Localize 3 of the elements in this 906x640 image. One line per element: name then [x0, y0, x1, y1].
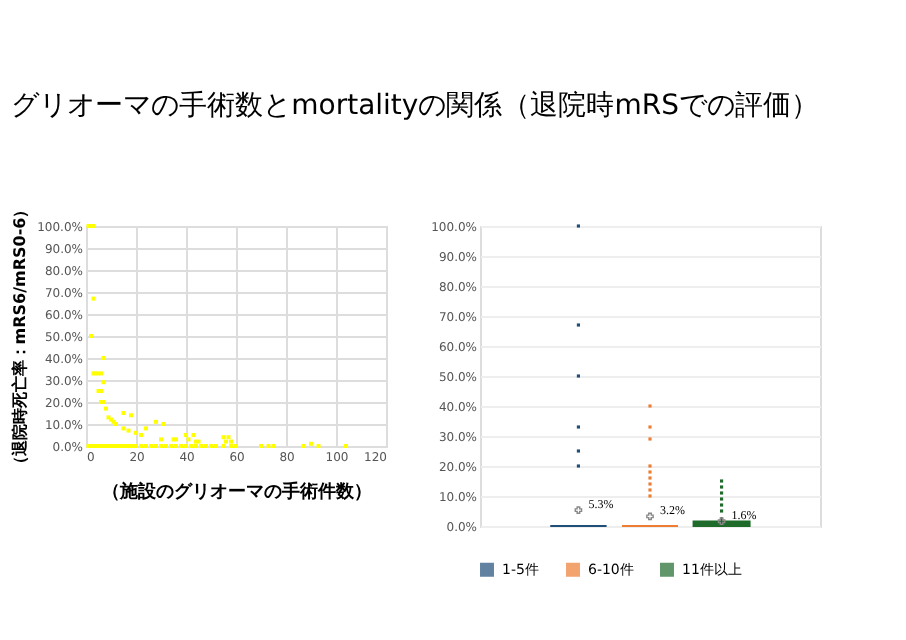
chart-title: グリオーマの手術数とmortalityの関係（退院時mRSでの評価） [11, 89, 819, 122]
x-axis-title: （施設のグリオーマの手術件数） [102, 481, 372, 503]
y-axis-title: （退院時死亡率：mRS6/mRS0-6） [9, 201, 30, 473]
